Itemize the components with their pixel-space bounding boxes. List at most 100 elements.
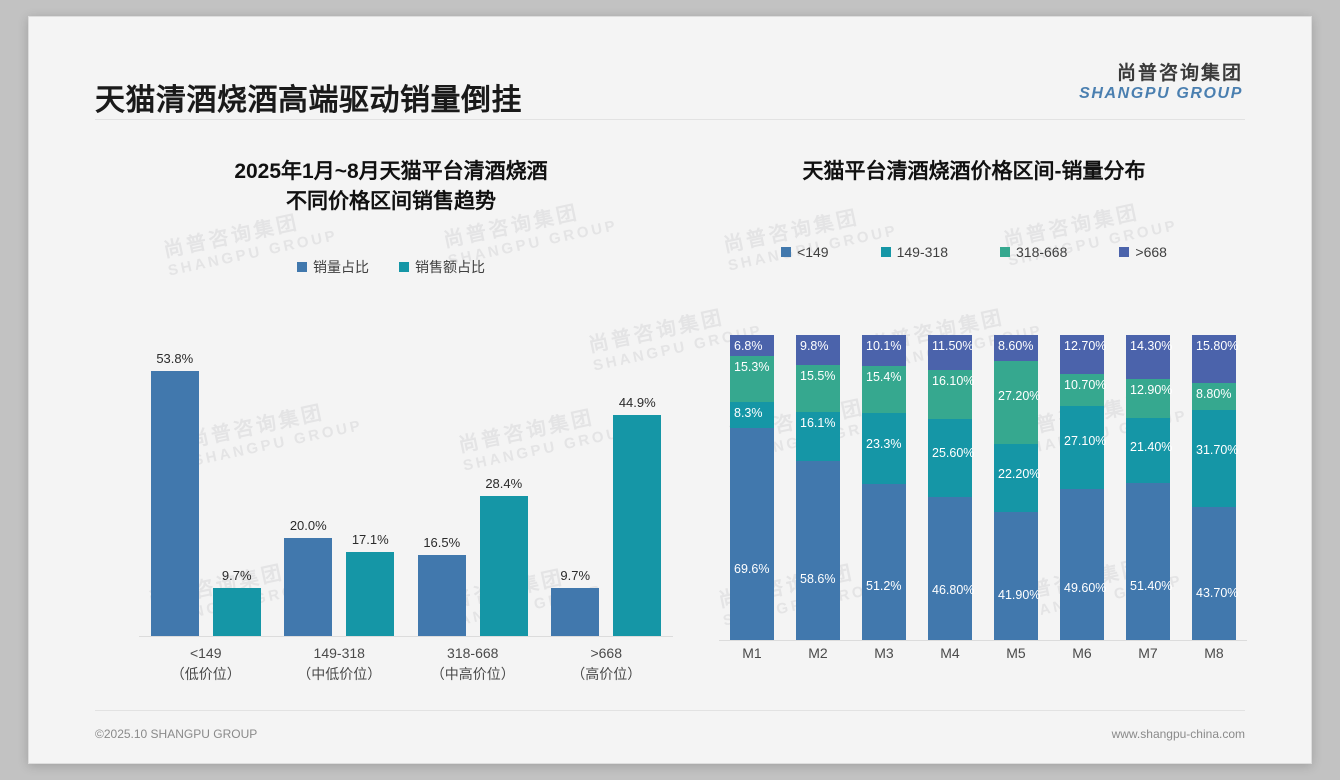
stack-segment[interactable]: 15.80% [1192, 335, 1239, 384]
stacked-bar-x-axis: M1 M2 M3 M4 M5 M6 M7 M8 [719, 645, 1247, 677]
stacked-bar[interactable]: 11.50% 16.10% 25.60% 46.80% [928, 335, 975, 640]
stack-segment[interactable]: 43.70% [1192, 506, 1238, 640]
stacked-bar[interactable]: 14.30% 12.90% 21.40% 51.40% [1126, 335, 1173, 640]
stack-segment-label: 51.2% [866, 579, 902, 594]
stacked-bar[interactable]: 9.8% 15.5% 16.1% 58.6% [796, 335, 840, 640]
stack-segment[interactable]: 15.5% [796, 364, 840, 413]
stack-segment-label: 23.3% [866, 436, 902, 451]
bar-column[interactable]: 16.5% [417, 535, 466, 636]
stack-segment-label: 15.80% [1196, 339, 1239, 353]
legend-item-under-149[interactable]: <149 [781, 244, 829, 260]
legend-item-volume-share[interactable]: 销量占比 [297, 257, 369, 277]
x-axis-tick-sublabel: （低价位） [170, 666, 241, 682]
left-chart-title: 2025年1月~8月天猫平台清酒烧酒 不同价格区间销售趋势 [95, 135, 687, 217]
bar-value-label: 9.7% [560, 568, 591, 583]
bar-column[interactable]: 28.4% [479, 476, 528, 636]
legend-item-over-668[interactable]: >668 [1119, 244, 1167, 260]
legend-item-318-668[interactable]: 318-668 [1000, 244, 1067, 260]
bar-column[interactable]: 9.7% [212, 568, 261, 636]
stack-segment[interactable]: 8.60% [994, 335, 1038, 362]
x-axis-tick: M7 [1138, 645, 1158, 661]
stacked-bar[interactable]: 8.60% 27.20% 22.20% 41.90% [994, 335, 1041, 640]
footer-website[interactable]: www.shangpu-china.com [1111, 727, 1245, 741]
bar[interactable] [212, 588, 261, 636]
bar[interactable] [150, 371, 199, 636]
grouped-bar-x-axis: <149 （低价位） 149-318 （中低价位） 318-668 （中高价位） >668 （… [139, 643, 673, 699]
bar-value-label: 9.7% [221, 568, 252, 583]
bar-group: 20.0% 17.1% [273, 307, 407, 636]
stack-segment[interactable]: 27.10% [1060, 406, 1106, 489]
stack-segment[interactable]: 27.20% [994, 361, 1040, 445]
stack-segment[interactable]: 11.50% [928, 335, 973, 371]
stacked-bar[interactable]: 6.8% 15.3% 8.3% 69.6% [730, 335, 774, 640]
stack-segment[interactable]: 46.80% [928, 497, 974, 640]
stack-segment[interactable]: 41.90% [994, 512, 1040, 640]
legend-swatch-blue [297, 261, 307, 272]
stack-segment-label: 22.20% [998, 467, 1041, 482]
bar-group: 9.7% 44.9% [540, 307, 674, 636]
x-axis-tick: M5 [1006, 645, 1026, 661]
bar[interactable] [551, 588, 600, 636]
legend-label-over-668: >668 [1135, 243, 1167, 260]
stack-segment-label: 9.8% [800, 339, 829, 353]
bar[interactable] [479, 496, 528, 636]
stack-segment[interactable]: 51.2% [862, 483, 906, 640]
stack-segment[interactable]: 69.6% [730, 427, 774, 640]
stack-segment[interactable]: 23.3% [862, 412, 906, 484]
stack-segment[interactable]: 31.70% [1192, 410, 1239, 507]
stack-segment[interactable]: 12.70% [1060, 335, 1106, 374]
stack-segment-label: 16.10% [932, 374, 975, 389]
bar[interactable] [417, 555, 466, 636]
stack-segment-label: 31.70% [1196, 442, 1239, 457]
legend-item-sales-share[interactable]: 销售额占比 [399, 257, 485, 277]
stack-segment-label: 15.4% [866, 369, 902, 384]
stack-segment[interactable]: 6.8% [730, 335, 774, 356]
bar[interactable] [613, 415, 662, 636]
stack-segment[interactable]: 10.70% [1060, 373, 1106, 407]
legend-swatch-teal [880, 246, 891, 257]
x-axis-tick: M6 [1072, 645, 1092, 661]
stack-segment-label: 8.80% [1196, 387, 1232, 402]
bar-column[interactable]: 20.0% [284, 518, 333, 636]
stack-segment[interactable]: 10.1% [862, 335, 906, 366]
bar[interactable] [346, 552, 395, 636]
stack-segment[interactable]: 15.4% [862, 365, 906, 413]
x-axis-tick-range: >668 [590, 645, 623, 661]
stack-segment[interactable]: 25.60% [928, 419, 975, 498]
x-axis-tick-range: 318-668 [447, 645, 499, 661]
stack-segment[interactable]: 12.90% [1126, 378, 1172, 418]
legend-label-volume-share: 销量占比 [313, 258, 369, 275]
stack-segment[interactable]: 16.10% [928, 370, 975, 420]
stacked-bar[interactable]: 15.80% 8.80% 31.70% 43.70% [1192, 335, 1239, 640]
bar-column[interactable]: 17.1% [346, 532, 395, 636]
stack-segment[interactable]: 9.8% [796, 335, 840, 365]
stack-segment[interactable]: 8.80% [1192, 383, 1236, 411]
legend-swatch-teal [399, 261, 409, 272]
legend-label-149-318: 149-318 [896, 243, 948, 260]
stack-segment[interactable]: 14.30% [1126, 335, 1172, 379]
bar-column[interactable]: 44.9% [613, 395, 662, 636]
legend-item-149-318[interactable]: 149-318 [880, 243, 948, 260]
stacked-bar[interactable]: 10.1% 15.4% 23.3% 51.2% [862, 335, 906, 640]
stack-segment-label: 25.60% [932, 445, 975, 460]
stack-segment[interactable]: 16.1% [796, 412, 840, 462]
bar-column[interactable]: 53.8% [150, 351, 199, 636]
stack-segment[interactable]: 15.3% [730, 355, 774, 403]
stack-segment[interactable]: 22.20% [994, 444, 1041, 513]
stack-segment[interactable]: 58.6% [796, 461, 840, 640]
stack-segment[interactable]: 21.40% [1126, 417, 1173, 484]
bar[interactable] [284, 538, 333, 636]
stack-segment-label: 21.40% [1130, 440, 1173, 455]
bar-column[interactable]: 9.7% [551, 568, 600, 636]
stack-segment[interactable]: 8.3% [730, 402, 774, 428]
x-axis-tick: M3 [874, 645, 894, 661]
x-axis-tick: 149-318 （中低价位） [297, 643, 381, 685]
stack-segment[interactable]: 51.40% [1126, 483, 1172, 640]
stacked-bar[interactable]: 12.70% 10.70% 27.10% 49.60% [1060, 335, 1106, 640]
left-chart-title-line2: 不同价格区间销售趋势 [286, 189, 496, 213]
stack-segment[interactable]: 49.60% [1060, 488, 1106, 640]
stack-segment-label: 16.1% [800, 416, 836, 431]
stack-segment-label: 69.6% [734, 562, 770, 577]
right-chart-panel: 天猫平台清酒烧酒价格区间-销量分布 <149 149-318 318-668 >… [701, 135, 1247, 715]
